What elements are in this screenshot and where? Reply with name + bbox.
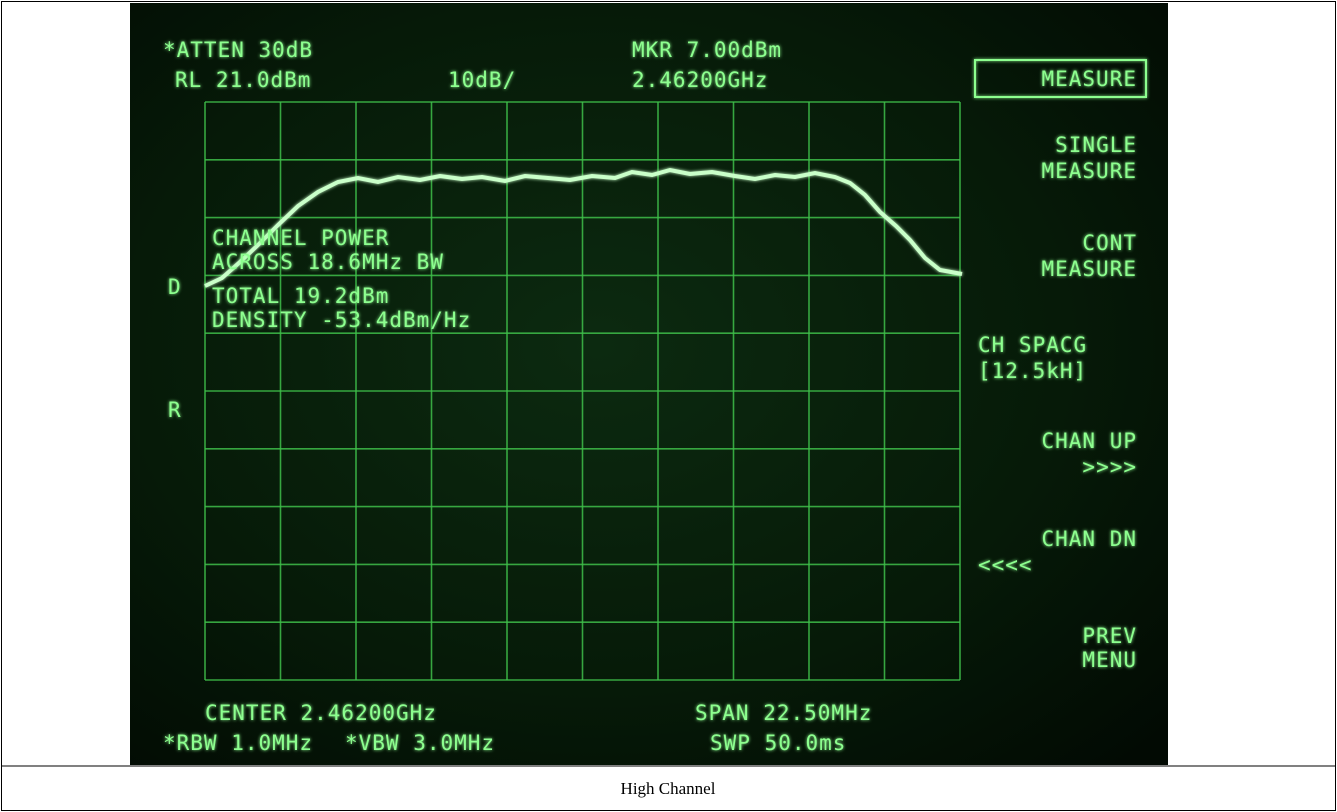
rbw: *RBW 1.0MHz	[163, 731, 313, 755]
marker-freq: 2.46200GHz	[632, 68, 768, 92]
readout: CHANNEL POWER	[212, 226, 389, 250]
side-mark: D	[168, 275, 182, 299]
marker: MKR 7.00dBm	[632, 38, 782, 62]
span: SPAN 22.50MHz	[695, 701, 872, 725]
readout: TOTAL 19.2dBm	[212, 284, 389, 308]
ref-level: RL 21.0dBm	[175, 68, 311, 92]
readout: ACROSS 18.6MHz BW	[212, 250, 444, 274]
softkey[interactable]: PREV	[1082, 624, 1137, 648]
softkey[interactable]: CHAN DN	[1041, 527, 1137, 551]
center: CENTER 2.46200GHz	[205, 701, 437, 725]
scale: 10dB/	[448, 68, 516, 92]
softkey[interactable]: MENU	[1082, 648, 1137, 672]
softkey[interactable]: <<<<	[978, 553, 1033, 577]
side-mark: R	[168, 398, 182, 422]
softkey[interactable]: >>>>	[1082, 455, 1137, 479]
sweep: SWP 50.0ms	[710, 731, 846, 755]
softkey[interactable]: [12.5kH]	[978, 359, 1087, 383]
softkey[interactable]: SINGLE	[1055, 133, 1137, 157]
softkey[interactable]: CHAN UP	[1041, 429, 1137, 453]
page: *ATTEN 30dB RL 21.0dBm 10dB/ MKR 7.00dBm…	[0, 0, 1337, 812]
softkey[interactable]: CONT	[1082, 231, 1137, 255]
vbw: *VBW 3.0MHz	[345, 731, 495, 755]
atten: *ATTEN 30dB	[163, 38, 313, 62]
analyzer-photo	[130, 3, 1168, 765]
softkey[interactable]: MEASURE	[1041, 67, 1137, 91]
caption: High Channel	[621, 779, 716, 798]
readout: DENSITY -53.4dBm/Hz	[212, 308, 471, 332]
softkey[interactable]: MEASURE	[1041, 159, 1137, 183]
softkey[interactable]: CH SPACG	[978, 333, 1087, 357]
softkey[interactable]: MEASURE	[1041, 257, 1137, 281]
